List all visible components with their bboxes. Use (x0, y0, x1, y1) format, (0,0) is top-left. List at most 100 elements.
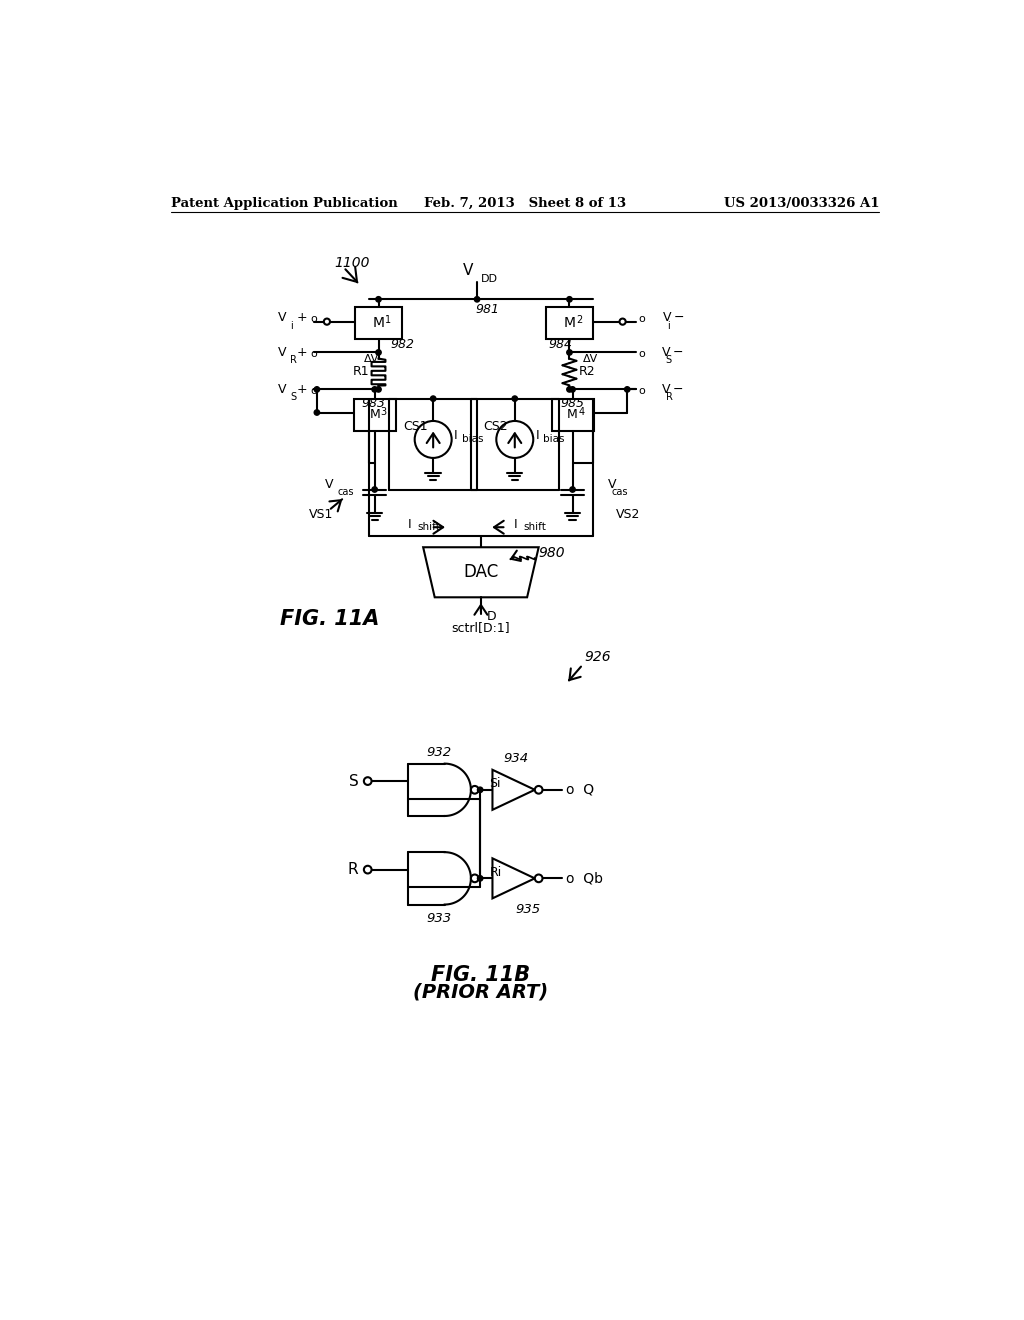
Text: VS1: VS1 (309, 508, 334, 520)
Text: o: o (310, 314, 317, 325)
Text: V: V (608, 478, 616, 491)
Circle shape (566, 297, 572, 302)
Circle shape (566, 350, 572, 355)
Text: o: o (638, 314, 645, 325)
Text: VS2: VS2 (615, 508, 640, 520)
Text: i: i (290, 321, 293, 331)
Text: o: o (310, 385, 317, 396)
Text: CS2: CS2 (483, 420, 508, 433)
Bar (355, 308, 401, 339)
Circle shape (566, 387, 572, 392)
Text: ΔV: ΔV (364, 354, 379, 363)
Text: V: V (662, 383, 671, 396)
Text: 932: 932 (426, 746, 452, 759)
Text: bias: bias (462, 434, 483, 444)
Text: S: S (349, 774, 358, 788)
Text: S: S (666, 355, 672, 364)
Text: I: I (408, 519, 411, 532)
Text: R2: R2 (579, 366, 595, 379)
Text: M: M (567, 408, 578, 421)
Bar (354, 399, 396, 430)
Text: o: o (310, 348, 317, 359)
Text: cas: cas (611, 487, 629, 498)
Text: 982: 982 (390, 338, 414, 351)
Circle shape (314, 409, 319, 416)
Text: R: R (666, 392, 673, 401)
Text: ΔV: ΔV (584, 354, 599, 363)
Text: M: M (370, 408, 380, 421)
Polygon shape (493, 858, 535, 899)
Text: 3: 3 (381, 407, 387, 417)
Text: Si: Si (489, 777, 501, 791)
Text: 985: 985 (560, 397, 585, 409)
Text: 2: 2 (577, 315, 583, 326)
Text: shift: shift (523, 523, 546, 532)
Text: R: R (290, 355, 297, 364)
Circle shape (569, 387, 575, 392)
Text: Ri: Ri (489, 866, 502, 879)
Text: 981: 981 (475, 302, 500, 315)
Circle shape (372, 387, 378, 392)
Text: V: V (463, 263, 473, 279)
Text: +: + (297, 346, 307, 359)
Text: sctrl[D:1]: sctrl[D:1] (452, 620, 510, 634)
Circle shape (620, 318, 626, 325)
Circle shape (415, 421, 452, 458)
Circle shape (477, 875, 483, 880)
Text: Feb. 7, 2013   Sheet 8 of 13: Feb. 7, 2013 Sheet 8 of 13 (424, 197, 626, 210)
Circle shape (376, 387, 381, 392)
Text: I: I (536, 429, 540, 442)
Text: V: V (664, 312, 672, 325)
Circle shape (430, 396, 436, 401)
Bar (547, 308, 593, 339)
Text: o  Qb: o Qb (565, 871, 602, 886)
Text: −: − (674, 312, 685, 325)
Text: o: o (639, 385, 645, 396)
Text: 933: 933 (426, 912, 452, 925)
Circle shape (535, 874, 543, 882)
Circle shape (477, 787, 483, 792)
Circle shape (535, 785, 543, 793)
Text: DD: DD (481, 275, 498, 284)
Circle shape (372, 487, 378, 492)
Text: 926: 926 (585, 651, 611, 664)
Text: FIG. 11B: FIG. 11B (431, 965, 530, 985)
Text: R: R (348, 862, 358, 876)
Text: cas: cas (338, 487, 354, 498)
Text: 935: 935 (515, 903, 541, 916)
Text: +: + (297, 383, 307, 396)
Text: o: o (639, 348, 645, 359)
Text: +: + (297, 312, 307, 325)
Polygon shape (423, 548, 539, 598)
Text: V: V (278, 383, 286, 396)
Text: −: − (673, 383, 683, 396)
Text: M: M (563, 317, 575, 330)
Bar (552, 399, 594, 430)
Circle shape (497, 421, 534, 458)
Circle shape (569, 487, 575, 492)
Text: V: V (326, 478, 334, 491)
Text: V: V (278, 346, 286, 359)
Circle shape (376, 350, 381, 355)
Text: I: I (454, 429, 458, 442)
Text: 4: 4 (579, 407, 585, 417)
Text: V: V (278, 312, 286, 325)
Text: DAC: DAC (463, 562, 499, 581)
Text: bias: bias (544, 434, 565, 444)
Text: o  Q: o Q (565, 783, 594, 797)
Text: R1: R1 (352, 366, 370, 379)
Text: (PRIOR ART): (PRIOR ART) (414, 982, 549, 1001)
Text: 1: 1 (385, 315, 391, 326)
Text: CS1: CS1 (403, 420, 428, 433)
Text: S: S (290, 392, 296, 401)
Text: 984: 984 (549, 338, 572, 351)
Text: i: i (668, 321, 670, 331)
Circle shape (471, 785, 478, 793)
Circle shape (625, 387, 630, 392)
Text: FIG. 11A: FIG. 11A (280, 609, 379, 628)
Circle shape (471, 874, 478, 882)
Circle shape (474, 297, 480, 302)
Text: 934: 934 (503, 752, 528, 766)
Text: 980: 980 (539, 546, 565, 561)
Text: 1100: 1100 (335, 256, 370, 271)
